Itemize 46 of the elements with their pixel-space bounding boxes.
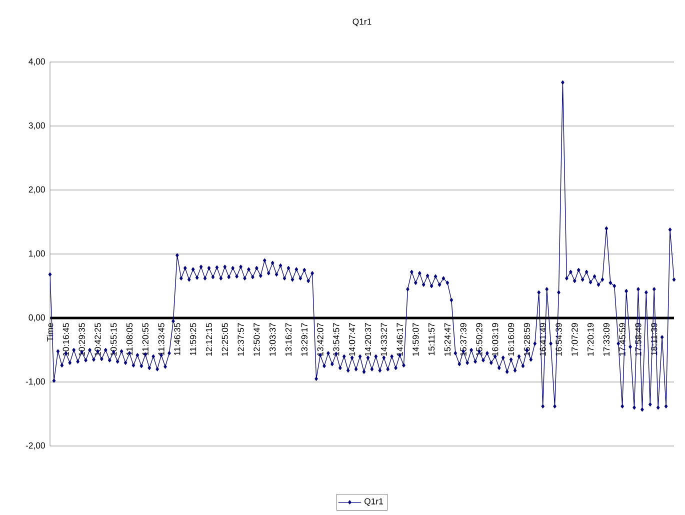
x-tick-label: 13:42:07 <box>317 323 324 356</box>
x-tick-label: 11:20:55 <box>142 323 148 356</box>
x-tick-label: 11:59:25 <box>190 323 196 356</box>
x-tick-label: 16:54:39 <box>556 323 562 356</box>
x-tick-label: 16:16:09 <box>508 323 514 356</box>
x-tick-label: 13:16:27 <box>285 323 292 356</box>
y-tick-label: -2,00 <box>26 442 45 450</box>
y-tick-label: 3,00 <box>28 122 45 130</box>
x-tick-label: 13:54:57 <box>333 323 340 356</box>
x-tick-label: 17:58:49 <box>635 323 642 356</box>
x-tick-label: 13:03:37 <box>270 323 276 356</box>
x-tick-label: 16:28:59 <box>524 323 530 356</box>
x-tick-label: 17:20:19 <box>587 323 594 356</box>
x-tick-label: 14:46:17 <box>396 323 403 356</box>
x-tick-label: 11:46:35 <box>174 323 180 356</box>
x-tick-label: 11:33:45 <box>158 323 164 356</box>
x-tick-label: 15:37:39 <box>460 323 466 356</box>
x-tick-label: 12:25:05 <box>222 323 228 356</box>
y-tick-label: 0,00 <box>28 314 45 322</box>
x-tick-label: 10:29:35 <box>78 323 85 356</box>
x-tick-label: 17:45:59 <box>619 323 626 356</box>
x-tick-label: 16:03:19 <box>492 323 498 356</box>
x-tick-label: 15:11:57 <box>428 323 435 356</box>
x-tick-label: 14:33:27 <box>380 323 387 356</box>
y-tick-label: 2,00 <box>28 186 45 194</box>
x-tick-label: 14:59:07 <box>412 323 419 356</box>
y-tick-label: 4,00 <box>28 58 45 66</box>
x-tick-label: 10:42:25 <box>94 323 101 356</box>
x-tick-label: 11:08:05 <box>126 323 133 356</box>
chart-title: Q1r1 <box>352 18 372 26</box>
y-tick-label: 1,00 <box>29 250 45 258</box>
x-tick-label: 12:50:47 <box>254 323 260 356</box>
x-tick-label: 10:16:45 <box>62 323 69 356</box>
x-tick-label: 14:20:37 <box>364 323 372 356</box>
legend-label: Q1r1 <box>364 498 383 506</box>
x-tick-label: 10:55:15 <box>110 323 117 356</box>
x-tick-label: 15:24:47 <box>444 323 451 356</box>
x-tick-label: 12:37:57 <box>238 323 244 356</box>
x-tick-label: Time <box>46 323 54 342</box>
x-tick-label: 17:33:09 <box>603 323 610 356</box>
x-tick-label: 12:12:15 <box>206 323 212 356</box>
x-tick-label: 13:29:17 <box>301 323 308 356</box>
y-tick-label: -1,00 <box>26 378 45 386</box>
x-tick-label: 17:07:29 <box>572 323 578 356</box>
x-tick-label: 15:50:29 <box>476 323 482 356</box>
x-tick-label: 14:07:47 <box>349 323 356 356</box>
